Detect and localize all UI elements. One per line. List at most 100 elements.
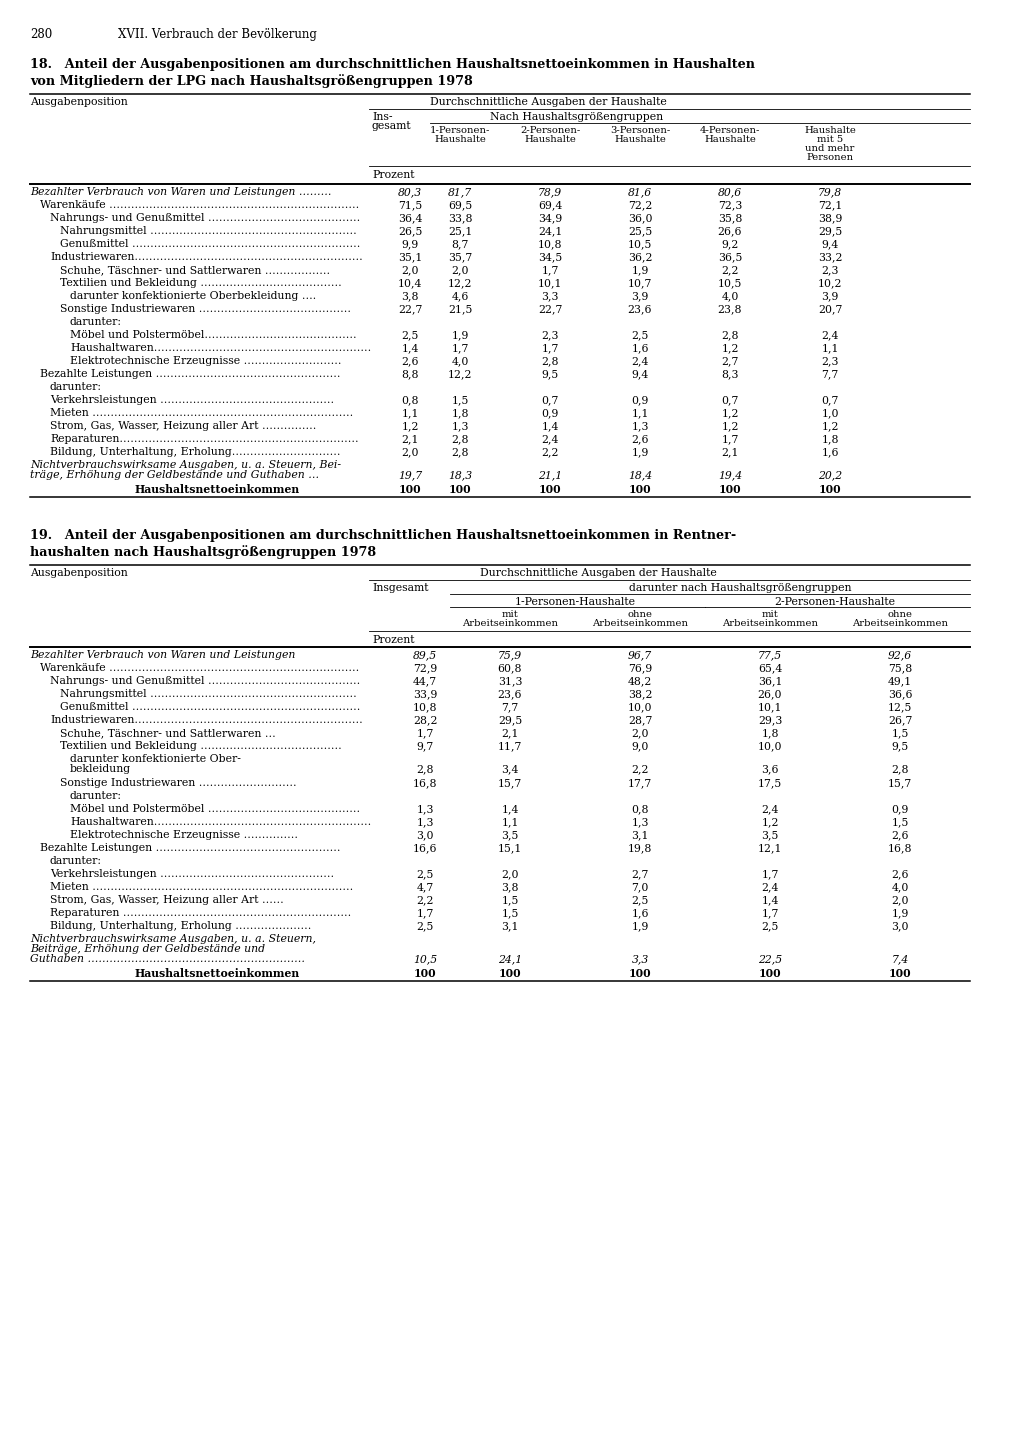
- Text: 1,8: 1,8: [821, 434, 839, 444]
- Text: 1,2: 1,2: [821, 421, 839, 431]
- Text: 96,7: 96,7: [628, 650, 652, 661]
- Text: 0,8: 0,8: [401, 395, 419, 405]
- Text: 65,4: 65,4: [758, 664, 782, 672]
- Text: 2,2: 2,2: [416, 894, 434, 905]
- Text: 92,6: 92,6: [888, 650, 912, 661]
- Text: 1,7: 1,7: [452, 343, 469, 353]
- Text: Prozent: Prozent: [372, 170, 415, 180]
- Text: 100: 100: [414, 968, 436, 979]
- Text: 7,7: 7,7: [821, 369, 839, 379]
- Text: mit: mit: [762, 610, 778, 619]
- Text: Warenkäufe ……………………………………………………………: Warenkäufe ……………………………………………………………: [40, 664, 359, 672]
- Text: 2,8: 2,8: [452, 447, 469, 457]
- Text: 15,7: 15,7: [888, 778, 912, 788]
- Text: 16,8: 16,8: [413, 778, 437, 788]
- Text: bekleidung: bekleidung: [70, 764, 131, 774]
- Text: 1,4: 1,4: [502, 804, 519, 815]
- Text: 100: 100: [398, 484, 421, 495]
- Text: Durchschnittliche Ausgaben der Haushalte: Durchschnittliche Ausgaben der Haushalte: [430, 97, 667, 107]
- Text: Haushalte: Haushalte: [434, 135, 486, 144]
- Text: Nichtverbrauchswirksame Ausgaben, u. a. Steuern, Bei-: Nichtverbrauchswirksame Ausgaben, u. a. …: [30, 460, 341, 470]
- Text: 2,5: 2,5: [632, 894, 648, 905]
- Text: 2,4: 2,4: [821, 330, 839, 340]
- Text: 100: 100: [449, 484, 471, 495]
- Text: 100: 100: [629, 484, 651, 495]
- Text: 1,8: 1,8: [452, 408, 469, 418]
- Text: 16,6: 16,6: [413, 844, 437, 852]
- Text: mit: mit: [502, 610, 518, 619]
- Text: 3,6: 3,6: [761, 764, 778, 774]
- Text: 0,9: 0,9: [891, 804, 908, 815]
- Text: 49,1: 49,1: [888, 677, 912, 685]
- Text: 16,8: 16,8: [888, 844, 912, 852]
- Text: Strom, Gas, Wasser, Heizung aller Art ……………: Strom, Gas, Wasser, Heizung aller Art ………: [50, 421, 316, 431]
- Text: 9,5: 9,5: [542, 369, 559, 379]
- Text: 3,3: 3,3: [632, 954, 648, 964]
- Text: 3,1: 3,1: [631, 831, 649, 841]
- Text: Nahrungsmittel …………………………………………………: Nahrungsmittel …………………………………………………: [60, 690, 356, 698]
- Text: 0,7: 0,7: [542, 395, 559, 405]
- Text: 76,9: 76,9: [628, 664, 652, 672]
- Text: 38,2: 38,2: [628, 690, 652, 698]
- Text: 1,7: 1,7: [721, 434, 738, 444]
- Text: Prozent: Prozent: [372, 635, 415, 645]
- Text: 3,0: 3,0: [416, 831, 434, 841]
- Text: 18. Anteil der Ausgabenpositionen am durchschnittlichen Haushaltsnettoeinkommen : 18. Anteil der Ausgabenpositionen am dur…: [30, 58, 755, 71]
- Text: 1,1: 1,1: [502, 817, 519, 828]
- Text: 22,7: 22,7: [538, 303, 562, 314]
- Text: 72,1: 72,1: [818, 200, 842, 211]
- Text: 3,1: 3,1: [502, 921, 519, 931]
- Text: 0,7: 0,7: [721, 395, 738, 405]
- Text: Haushaltsnettoeinkommen: Haushaltsnettoeinkommen: [135, 968, 300, 979]
- Text: 18,4: 18,4: [628, 470, 652, 481]
- Text: gesamt: gesamt: [372, 121, 412, 131]
- Text: 2,0: 2,0: [401, 266, 419, 274]
- Text: 2,5: 2,5: [761, 921, 778, 931]
- Text: 4,0: 4,0: [721, 290, 738, 301]
- Text: Bildung, Unterhaltung, Erholung…………………………: Bildung, Unterhaltung, Erholung…………………………: [50, 447, 341, 457]
- Text: Textilien und Bekleidung …………………………………: Textilien und Bekleidung …………………………………: [60, 741, 342, 751]
- Text: 0,7: 0,7: [821, 395, 839, 405]
- Text: darunter:: darunter:: [50, 382, 102, 392]
- Text: 29,5: 29,5: [498, 714, 522, 725]
- Text: 2,5: 2,5: [417, 921, 434, 931]
- Text: 1,5: 1,5: [452, 395, 469, 405]
- Text: 17,5: 17,5: [758, 778, 782, 788]
- Text: Möbel und Polstermöbel ……………………………………: Möbel und Polstermöbel ……………………………………: [70, 804, 360, 815]
- Text: 44,7: 44,7: [413, 677, 437, 685]
- Text: Industriewaren………………………………………………………: Industriewaren………………………………………………………: [50, 253, 362, 261]
- Text: 1,2: 1,2: [721, 408, 738, 418]
- Text: 0,9: 0,9: [542, 408, 559, 418]
- Text: 0,9: 0,9: [632, 395, 648, 405]
- Text: 9,2: 9,2: [721, 240, 738, 248]
- Text: 9,9: 9,9: [401, 240, 419, 248]
- Text: 2,5: 2,5: [632, 330, 648, 340]
- Text: 1,9: 1,9: [891, 908, 908, 918]
- Text: 9,4: 9,4: [821, 240, 839, 248]
- Text: Schuhe, Täschner- und Sattlerwaren ………………: Schuhe, Täschner- und Sattlerwaren ………………: [60, 266, 330, 274]
- Text: Bildung, Unterhaltung, Erholung …………………: Bildung, Unterhaltung, Erholung …………………: [50, 921, 311, 931]
- Text: 1,9: 1,9: [632, 447, 648, 457]
- Text: 2,0: 2,0: [631, 727, 649, 738]
- Text: 1,2: 1,2: [401, 421, 419, 431]
- Text: 22,7: 22,7: [397, 303, 422, 314]
- Text: ohne: ohne: [888, 610, 912, 619]
- Text: 3,8: 3,8: [401, 290, 419, 301]
- Text: 38,9: 38,9: [818, 213, 842, 224]
- Text: 69,5: 69,5: [447, 200, 472, 211]
- Text: mit 5: mit 5: [817, 135, 843, 144]
- Text: 10,5: 10,5: [413, 954, 437, 964]
- Text: 9,0: 9,0: [632, 741, 648, 751]
- Text: 1,2: 1,2: [761, 817, 778, 828]
- Text: 10,0: 10,0: [628, 701, 652, 711]
- Text: 2,7: 2,7: [721, 356, 738, 366]
- Text: Haushalte: Haushalte: [524, 135, 575, 144]
- Text: Ausgabenposition: Ausgabenposition: [30, 97, 128, 107]
- Text: 26,5: 26,5: [397, 227, 422, 237]
- Text: 1,6: 1,6: [821, 447, 839, 457]
- Text: 7,7: 7,7: [502, 701, 518, 711]
- Text: darunter nach Haushaltsgrößengruppen: darunter nach Haushaltsgrößengruppen: [629, 584, 851, 592]
- Text: 81,6: 81,6: [628, 187, 652, 197]
- Text: XVII. Verbrauch der Bevölkerung: XVII. Verbrauch der Bevölkerung: [118, 28, 316, 41]
- Text: 0,8: 0,8: [631, 804, 649, 815]
